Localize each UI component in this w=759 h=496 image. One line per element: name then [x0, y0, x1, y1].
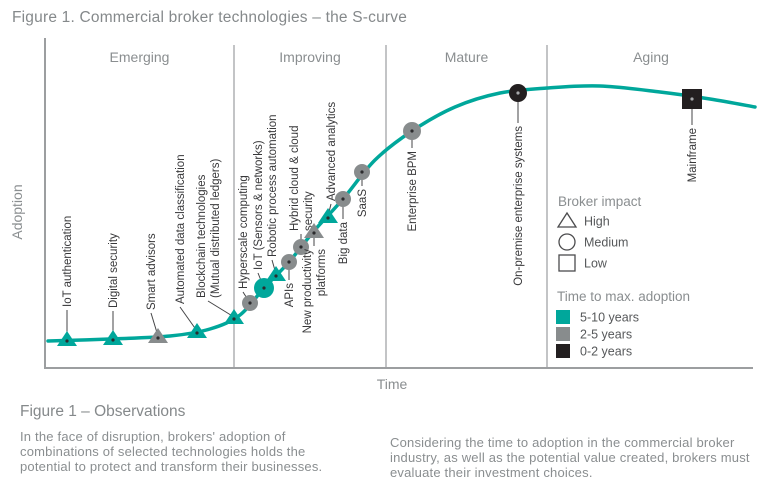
legend-time-item-label: 2-5 years [580, 328, 632, 342]
leader-dot [312, 231, 316, 235]
tech-label: platforms [316, 249, 328, 297]
tech-label: Smart advisors [146, 233, 158, 310]
tech-label: Robotic process automation [267, 114, 279, 257]
y-axis-label: Adoption [9, 184, 25, 239]
legend-time-title: Time to max. adoption [557, 289, 690, 304]
leader-dot [232, 317, 236, 321]
observations-heading: Figure 1 – Observations [20, 403, 186, 420]
tech-label: Mainframe [687, 128, 699, 182]
phase-label: Improving [279, 49, 340, 65]
tech-label: Blockchain technologies [196, 174, 208, 298]
leader-dot [248, 301, 252, 305]
tech-label: Digital security [108, 233, 120, 308]
legend-impact-item-label: Low [584, 257, 608, 271]
tech-marker-triangle [187, 323, 207, 338]
tech-label: New productivity [302, 249, 314, 334]
phase-label: Mature [445, 49, 489, 65]
leader-dot [326, 216, 330, 220]
legend-circle-icon [558, 233, 576, 251]
x-axis-label: Time [377, 376, 408, 392]
tech-label: Hyperscale computing [238, 175, 250, 289]
tech-label: Advanced analytics [326, 102, 338, 201]
leader-dot [274, 274, 278, 278]
observations-section: Figure 1 – Observations In the face of d… [20, 403, 759, 480]
tech-marker-triangle [318, 208, 338, 223]
tech-label: security [303, 191, 315, 231]
legend-color-swatch [556, 344, 570, 358]
leader-dot [287, 260, 291, 264]
legend-square-icon [558, 254, 576, 272]
legend-color-swatch [556, 310, 570, 324]
leader-dot [690, 97, 694, 101]
tech-marker-triangle [148, 328, 168, 343]
tech-marker-triangle [224, 309, 244, 324]
tech-label: Big data [338, 221, 350, 264]
tech-label: Hybrid cloud & cloud [289, 126, 301, 231]
tech-label: SaaS [357, 189, 369, 217]
leader-dot [156, 336, 160, 340]
s-curve-chart: Emerging Improving Mature Aging Adoption Time… [9, 38, 757, 392]
tech-label: Automated data classification [175, 154, 187, 304]
leader-dot [299, 245, 303, 249]
phase-label: Aging [633, 49, 669, 65]
tech-label: (Mutual distributed ledgers) [210, 158, 222, 298]
legend-time-item-label: 5-10 years [580, 311, 639, 325]
tech-label: On-premise enterprise systems [513, 126, 525, 286]
legend-impact-item-label: High [584, 215, 610, 229]
leader-line [179, 306, 198, 332]
s-curve [46, 84, 757, 343]
legend-color-swatch [556, 327, 570, 341]
legend-time-item-label: 0-2 years [580, 345, 632, 359]
leader-dot [360, 170, 364, 174]
tech-label: APIs [284, 283, 296, 308]
legend-triangle-icon [556, 211, 578, 228]
leader-dot [262, 286, 266, 290]
legend-impact-item-label: Medium [584, 236, 628, 250]
figure-title: Figure 1. Commercial broker technologies… [12, 9, 408, 26]
tech-label: Enterprise BPM [407, 151, 419, 232]
tech-marker-triangle [57, 331, 77, 346]
observations-left-text: In the face of disruption, brokers' adop… [20, 429, 323, 474]
leader-dot [410, 129, 414, 133]
tech-marker-triangle [266, 266, 286, 281]
leader-dot [195, 331, 199, 335]
tech-label: IoT (Sensors & networks) [253, 140, 265, 270]
tech-marker-triangle [103, 330, 123, 345]
leader-dot [341, 197, 345, 201]
leader-dot [516, 91, 520, 95]
tech-marker-triangle [304, 223, 324, 238]
tech-label: IoT authentication [62, 216, 74, 307]
observations-right-text: Considering the time to adoption in the … [390, 435, 750, 480]
legend-impact-title: Broker impact [558, 194, 642, 209]
leader-dot [65, 339, 69, 343]
leader-dot [111, 338, 115, 342]
leader-line [207, 300, 235, 318]
phase-label: Emerging [110, 49, 170, 65]
